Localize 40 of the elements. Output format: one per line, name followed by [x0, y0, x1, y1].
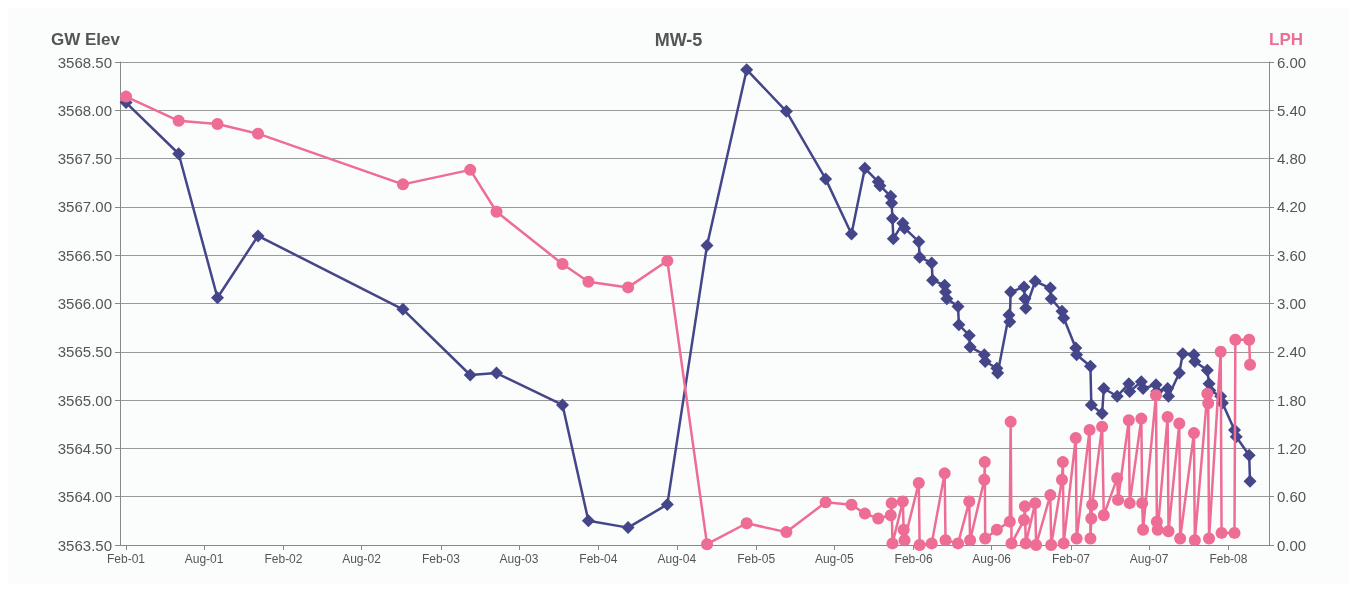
y2-tick-label: 2.40	[1277, 343, 1307, 361]
y2-tick-label: 4.80	[1277, 150, 1307, 168]
x-tick-label: Feb-08	[1209, 552, 1248, 566]
y2-tick-label: 3.60	[1277, 246, 1307, 264]
y2-tick-label: 6.00	[1277, 53, 1307, 71]
x-tick-label: Feb-01	[107, 552, 146, 566]
y2-tick-label: 0.60	[1277, 488, 1307, 506]
y-tick-label: 3565.00	[57, 391, 112, 409]
y-tick-label: 3563.50	[57, 536, 112, 554]
y-tick-label: 3564.00	[57, 488, 112, 506]
x-tick-label: Aug-03	[499, 552, 539, 566]
x-tick-label: Aug-05	[814, 552, 854, 566]
y-axis-title: GW Elev	[51, 30, 121, 49]
x-tick-label: Feb-04	[579, 552, 618, 566]
y-tick-label: 3568.50	[57, 53, 112, 71]
y2-tick-label: 1.20	[1277, 439, 1307, 457]
x-tick-label: Aug-07	[1129, 552, 1169, 566]
y-tick-label: 3565.50	[57, 343, 112, 361]
y2-tick-label: 0.00	[1277, 536, 1307, 554]
chart-title: MW-5	[654, 30, 703, 50]
y-tick-label: 3564.50	[57, 439, 112, 457]
x-tick-label: Feb-05	[737, 552, 776, 566]
x-tick-label: Feb-02	[264, 552, 303, 566]
y2-tick-label: 4.20	[1277, 198, 1307, 216]
y-tick-label: 3568.00	[57, 101, 112, 119]
x-tick-label: Aug-02	[342, 552, 382, 566]
y2-axis-title: LPH	[1269, 30, 1303, 49]
y2-tick-label: 1.80	[1277, 391, 1307, 409]
x-tick-label: Feb-07	[1052, 552, 1091, 566]
x-tick-label: Aug-06	[972, 552, 1012, 566]
y-tick-label: 3566.00	[57, 295, 112, 312]
y-tick-label: 3567.00	[57, 198, 112, 216]
y2-tick-label: 5.40	[1277, 101, 1307, 119]
x-tick-label: Aug-04	[657, 552, 697, 566]
x-tick-label: Feb-03	[421, 552, 461, 566]
x-tick-label: Aug-01	[184, 552, 224, 566]
y-tick-label: 3567.50	[57, 150, 112, 168]
y-tick-label: 3566.50	[57, 246, 112, 264]
y2-tick-label: 3.00	[1277, 295, 1307, 312]
x-tick-label: Feb-06	[894, 552, 933, 566]
